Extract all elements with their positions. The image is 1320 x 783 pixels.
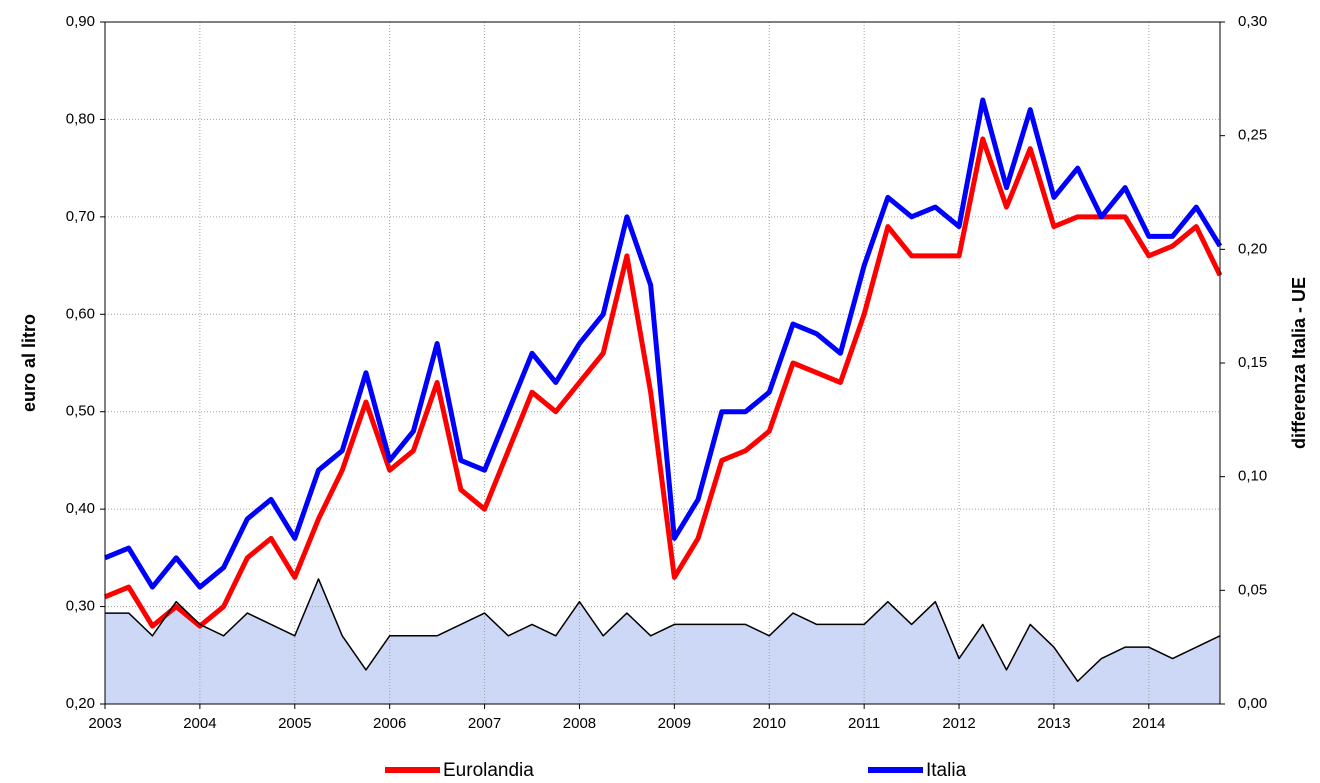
price-line [104, 136, 1223, 629]
x-tick-label: 2003 [88, 715, 121, 732]
legend-label: Eurolandia [443, 760, 534, 781]
y2-tick-label: 0,10 [1238, 468, 1267, 485]
x-tick-label: 2011 [848, 715, 880, 732]
y-axis-label: euro al litro [19, 314, 39, 412]
legend-label: Italia [926, 760, 967, 781]
x-tick-label: 2014 [1132, 715, 1165, 732]
price-line [104, 97, 1223, 590]
x-tick-label: 2008 [563, 715, 596, 732]
x-tick-label: 2004 [183, 715, 216, 732]
y-tick-label: 0,30 [66, 598, 95, 615]
y-tick-label: 0,60 [66, 305, 95, 322]
y2-tick-label: 0,00 [1238, 695, 1267, 712]
x-tick-label: 2006 [373, 715, 406, 732]
x-tick-label: 2009 [658, 715, 691, 732]
x-tick-label: 2005 [278, 715, 311, 732]
y-tick-label: 0,70 [66, 208, 95, 225]
y2-tick-label: 0,05 [1238, 581, 1267, 598]
x-tick-label: 2012 [942, 715, 975, 732]
y-tick-label: 0,50 [66, 403, 95, 420]
y-tick-label: 0,90 [66, 13, 95, 30]
plot-frame [104, 21, 1221, 705]
x-tick-label: 2007 [468, 715, 501, 732]
y-tick-label: 0,40 [66, 500, 95, 517]
difference-area [105, 578, 1220, 704]
y2-axis-label: differenza Italia - UE [1289, 277, 1309, 449]
x-tick-label: 2010 [753, 715, 786, 732]
y2-tick-label: 0,25 [1238, 127, 1267, 144]
y-tick-label: 0,80 [66, 110, 95, 127]
y2-tick-label: 0,15 [1238, 354, 1267, 371]
x-tick-label: 2013 [1037, 715, 1070, 732]
difference-line [105, 578, 1221, 683]
y-tick-label: 0,20 [66, 695, 95, 712]
y2-tick-label: 0,30 [1238, 13, 1267, 30]
y2-tick-label: 0,20 [1238, 240, 1267, 257]
